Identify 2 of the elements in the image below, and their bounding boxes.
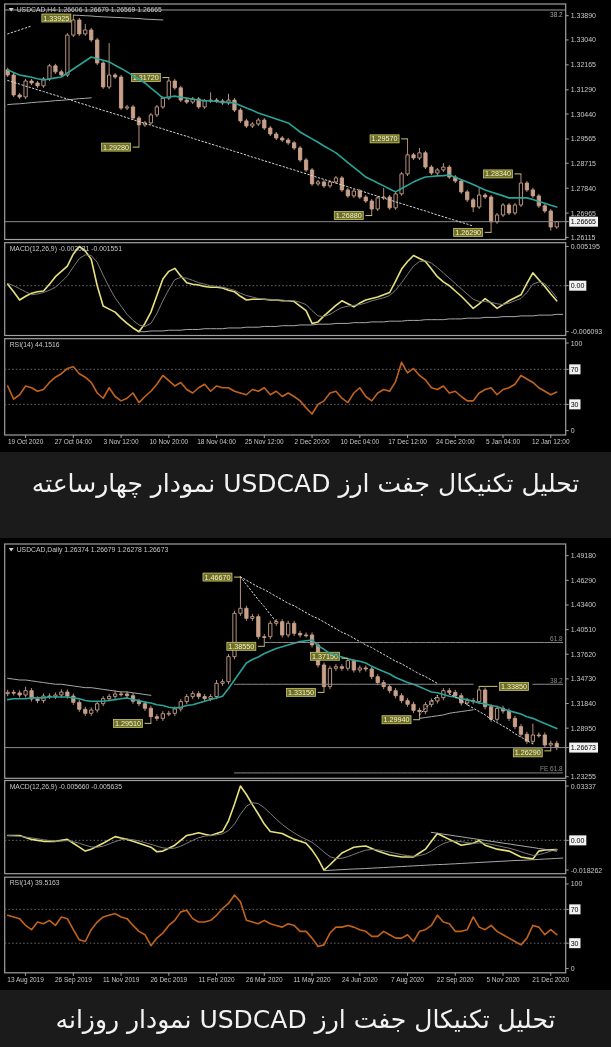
text: تحلیل تکنیکال جفت ارز USDCAD نمودار چهارساعته [31,468,580,499]
text: تحلیل تکنیکال جفت ارز USDCAD نمودار روزانه [55,1004,556,1035]
